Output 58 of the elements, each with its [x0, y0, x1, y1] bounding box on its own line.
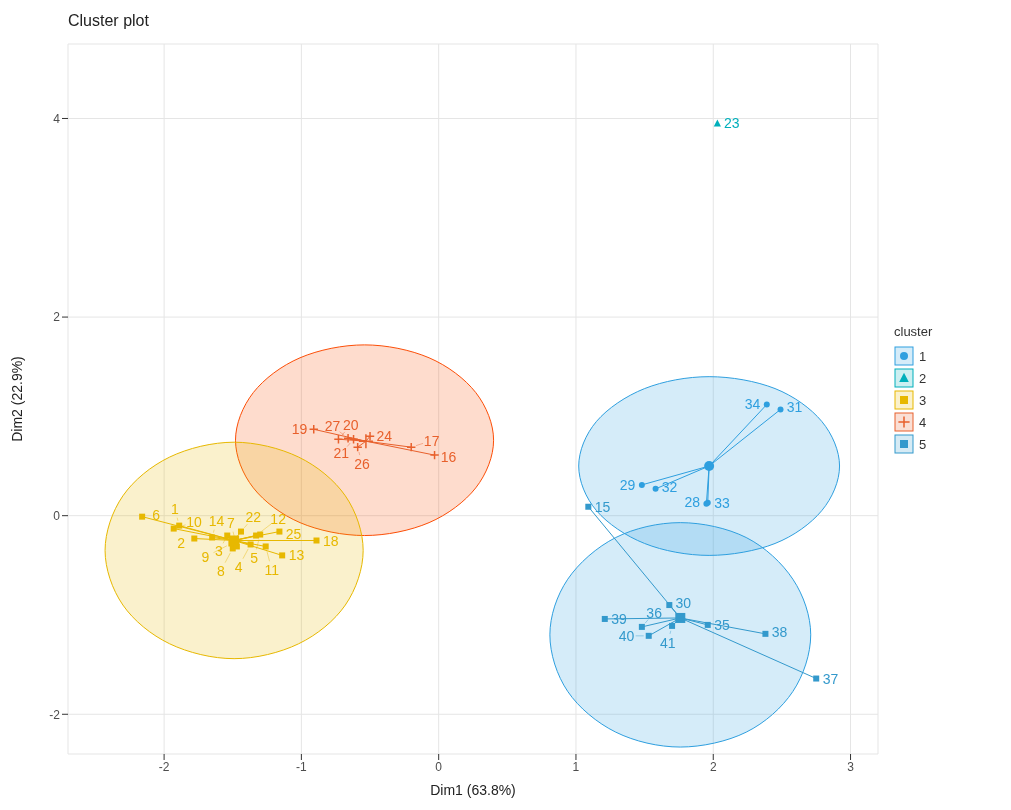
annotation: 20: [342, 417, 359, 434]
annotation: 5: [250, 550, 259, 567]
annotation: 17: [423, 432, 440, 449]
annotation: 3: [214, 543, 223, 560]
x-tick-label: -2: [158, 759, 170, 774]
annotation: 19: [291, 421, 308, 438]
annotation: 31: [786, 399, 803, 416]
y-axis-title: Dim2 (22.9%): [8, 356, 25, 442]
y-tick-label: 2: [53, 310, 61, 325]
annotation: 14: [208, 512, 225, 529]
annotation: 16: [440, 449, 457, 466]
annotation: 11: [264, 562, 280, 578]
legend-label: 1: [919, 348, 927, 364]
annotation: 7: [226, 514, 235, 531]
annotation: 29: [619, 476, 636, 493]
annotation: 32: [661, 478, 678, 495]
legend-label: 4: [919, 414, 927, 430]
legend-label: 5: [919, 436, 927, 452]
legend-label: 2: [919, 370, 927, 386]
annotation: 36: [646, 604, 663, 621]
annotation: 37: [822, 670, 839, 687]
annotation: 34: [744, 396, 761, 413]
annotation: 13: [288, 547, 305, 564]
annotation: 23: [723, 115, 740, 132]
y-tick-label: 4: [53, 111, 61, 126]
annotation: 9: [201, 548, 210, 565]
x-tick-label: 2: [709, 759, 717, 774]
x-tick-label: 3: [847, 759, 855, 774]
y-tick-label: -2: [49, 707, 61, 722]
chart-title: Cluster plot: [67, 11, 150, 31]
annotation: 21: [333, 445, 350, 462]
annotation: 1: [170, 500, 179, 517]
annotation: 12: [270, 510, 287, 527]
annotation: 28: [684, 493, 701, 510]
annotation: 27: [324, 418, 341, 435]
annotation: 26: [354, 455, 370, 472]
annotation: 10: [186, 514, 203, 531]
annotation: 4: [234, 558, 243, 575]
annotation: 18: [323, 532, 339, 549]
annotation: 15: [594, 498, 611, 515]
annotation: 38: [771, 623, 788, 640]
y-tick-label: 0: [53, 508, 61, 523]
annotation: 41: [659, 634, 676, 651]
x-tick-label: -1: [296, 759, 308, 774]
annotation: 6: [152, 506, 161, 523]
annotation: 2: [177, 534, 186, 551]
x-tick-label: 0: [435, 759, 443, 774]
x-axis-title: Dim1 (63.8%): [430, 782, 516, 798]
legend-label: 3: [919, 392, 927, 408]
annotation: 33: [714, 494, 731, 511]
x-tick-label: 1: [572, 759, 580, 774]
annotation: 8: [216, 562, 225, 579]
legend-title: cluster: [894, 324, 933, 339]
annotation: 40: [618, 627, 635, 644]
annotation: 24: [376, 428, 393, 445]
annotation: 30: [675, 594, 692, 611]
annotation: 22: [245, 509, 262, 526]
annotation: 25: [285, 525, 302, 542]
